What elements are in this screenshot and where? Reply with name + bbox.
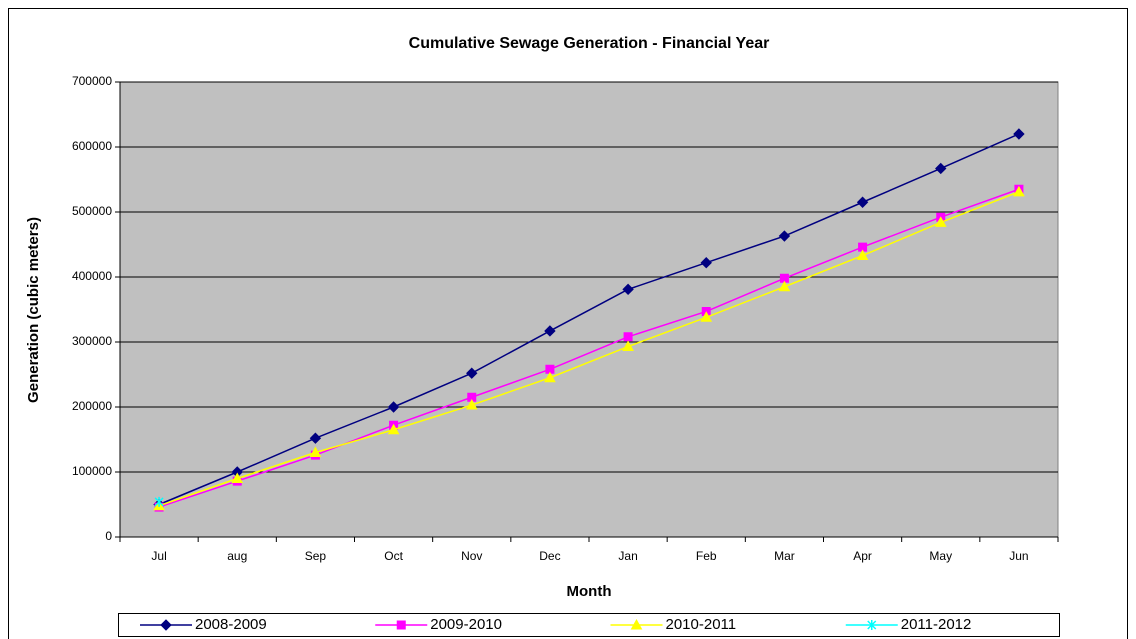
marker (154, 496, 164, 507)
x-tick-label: Mar (774, 549, 795, 563)
marker (623, 332, 633, 342)
marker (700, 311, 713, 322)
y-tick-label: 500000 (72, 204, 112, 218)
marker (778, 230, 791, 242)
legend-label: 2009-2010 (430, 616, 502, 633)
marker (309, 432, 322, 444)
legend-label: 2010-2011 (666, 616, 737, 633)
marker (630, 618, 643, 630)
y-axis-label: Generation (cubic meters) (25, 217, 42, 403)
y-tick-label: 300000 (72, 334, 112, 348)
series-line (158, 133, 1020, 506)
y-tick-label: 100000 (72, 464, 112, 478)
marker (544, 371, 556, 383)
x-tick-label: Jan (618, 549, 637, 563)
series-line (158, 188, 1020, 508)
legend-label: 2008-2009 (195, 616, 267, 633)
marker (858, 242, 868, 252)
marker (935, 162, 947, 175)
marker (160, 619, 172, 631)
marker (856, 249, 869, 261)
x-tick-label: Feb (696, 549, 717, 563)
marker (1013, 128, 1025, 140)
marker (779, 273, 789, 283)
marker (544, 325, 556, 337)
marker (396, 620, 406, 630)
marker (778, 280, 791, 292)
x-tick-label: May (929, 549, 952, 563)
marker (934, 216, 947, 227)
marker (545, 364, 555, 374)
marker (622, 340, 634, 352)
marker (856, 196, 869, 208)
series-line (158, 191, 1020, 507)
marker (622, 283, 634, 296)
x-tick-label: Oct (384, 549, 403, 563)
marker (387, 401, 400, 413)
x-axis-label: Month (567, 583, 612, 600)
marker (467, 392, 477, 402)
y-tick-label: 400000 (72, 269, 112, 283)
y-tick-label: 200000 (72, 399, 112, 413)
y-tick-label: 0 (105, 529, 112, 543)
x-tick-label: Jun (1009, 549, 1028, 563)
marker (867, 620, 877, 630)
marker (309, 446, 322, 457)
x-tick-label: Jul (151, 549, 166, 563)
y-tick-label: 700000 (72, 74, 112, 88)
x-tick-label: Sep (305, 549, 327, 563)
x-tick-label: Nov (461, 549, 482, 563)
marker (387, 423, 400, 435)
marker (1013, 185, 1025, 197)
legend-label: 2011-2012 (901, 616, 972, 633)
chart-title: Cumulative Sewage Generation - Financial… (409, 35, 770, 52)
x-tick-label: Dec (539, 549, 560, 563)
marker (231, 472, 244, 483)
y-tick-label: 600000 (72, 139, 112, 153)
x-tick-label: Apr (853, 549, 872, 563)
marker (700, 256, 712, 269)
marker (466, 367, 478, 379)
legend-box (118, 613, 1060, 637)
marker (465, 399, 478, 410)
x-tick-label: aug (227, 549, 247, 563)
